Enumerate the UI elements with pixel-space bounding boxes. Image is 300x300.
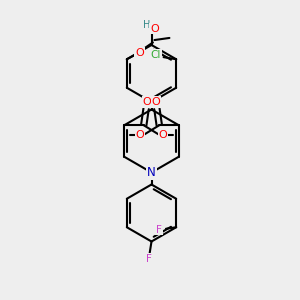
Text: N: N <box>147 166 156 179</box>
Text: H: H <box>143 20 150 30</box>
Text: O: O <box>135 48 144 58</box>
Text: O: O <box>158 130 167 140</box>
Text: O: O <box>152 97 160 107</box>
Text: F: F <box>156 225 162 235</box>
Text: F: F <box>146 254 152 264</box>
Text: Cl: Cl <box>151 50 161 60</box>
Text: O: O <box>142 97 152 107</box>
Text: O: O <box>150 23 159 34</box>
Text: O: O <box>136 130 145 140</box>
